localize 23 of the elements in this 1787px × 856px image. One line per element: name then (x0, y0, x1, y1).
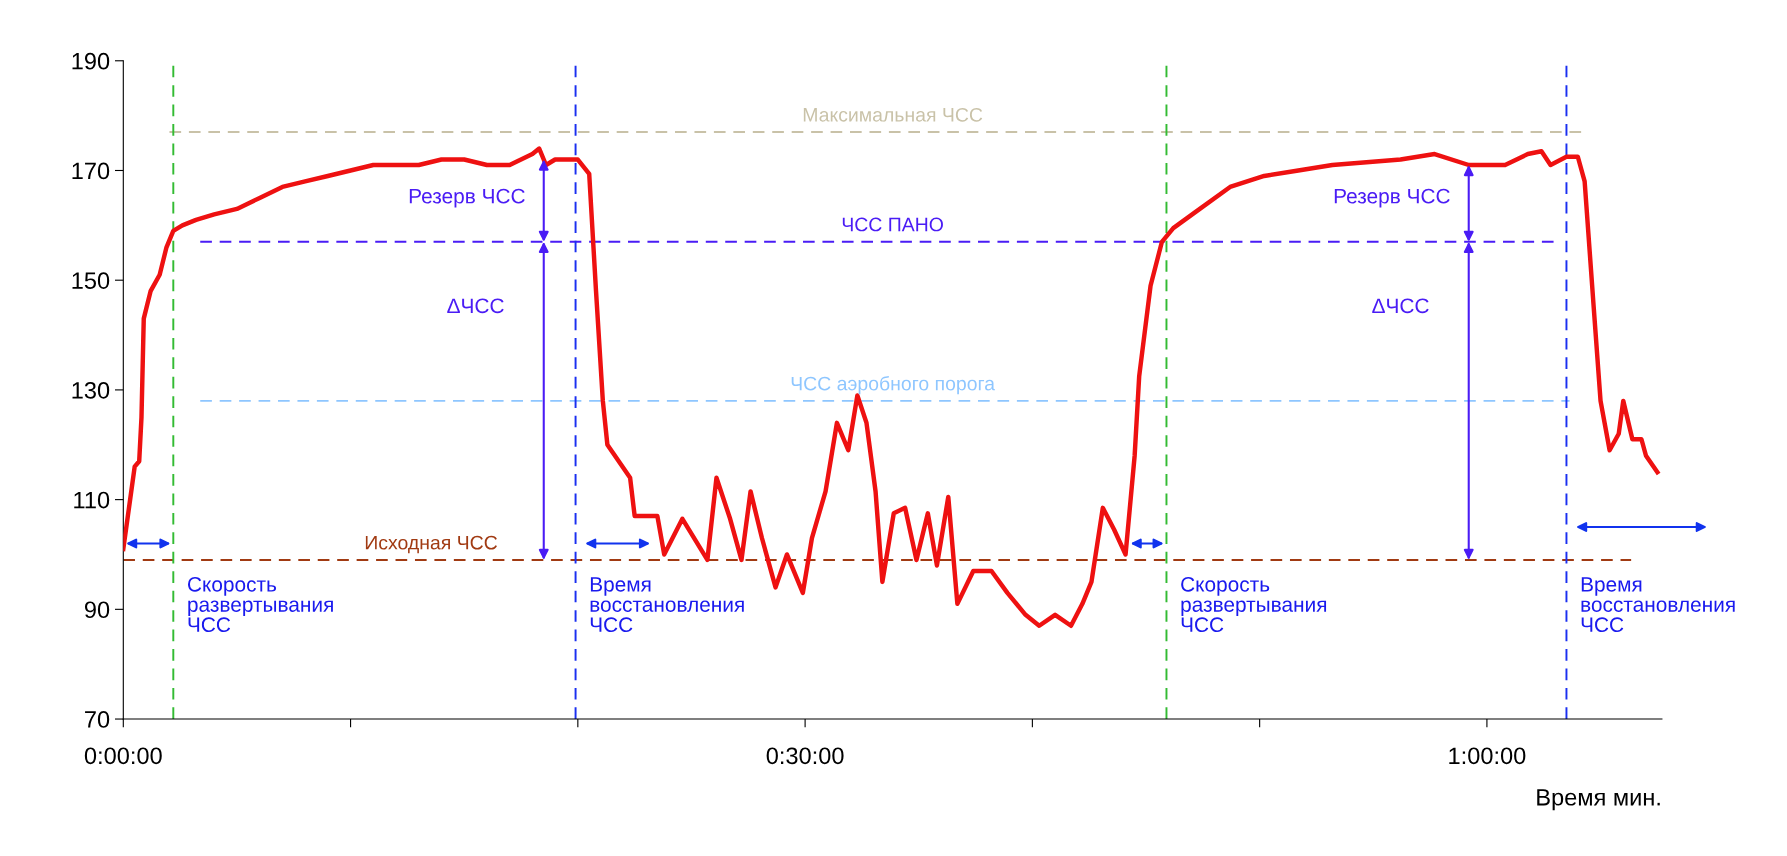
x-tick-label: 1:00:00 (1449, 747, 1526, 765)
annotation: ΔЧСС (1372, 298, 1429, 314)
ref-line-label: Максимальная ЧСС (803, 107, 983, 122)
y-tick-label: 90 (84, 601, 110, 619)
x-axis-title: Время мин. (1537, 789, 1660, 811)
y-tick-label: 190 (72, 52, 110, 70)
x-tick-label: 0:00:00 (84, 747, 162, 765)
ref-line-label: ЧСС ПАНО (842, 217, 943, 232)
annotation: ΔЧСС (447, 298, 504, 314)
annotation: Скорость развертывания ЧСС (188, 576, 333, 633)
annotation: Резерв ЧСС (409, 188, 525, 208)
annotation: Время восстановления ЧСС (1581, 577, 1735, 633)
y-tick-label: 70 (85, 711, 110, 728)
y-tick-label: 130 (72, 381, 110, 399)
annotation: Время восстановления ЧСС (590, 577, 744, 633)
ref-line-label: ЧСС аэробного порога (791, 376, 996, 395)
ref-line-label: Исходная ЧСС (365, 535, 498, 554)
y-tick-label: 170 (72, 162, 110, 180)
y-tick-label: 150 (72, 272, 110, 289)
y-tick-label: 110 (74, 491, 110, 509)
annotation: Резерв ЧСС (1334, 188, 1450, 208)
annotation: Скорость развертывания ЧСС (1181, 576, 1327, 633)
x-tick-label: 0:30:00 (766, 747, 844, 765)
